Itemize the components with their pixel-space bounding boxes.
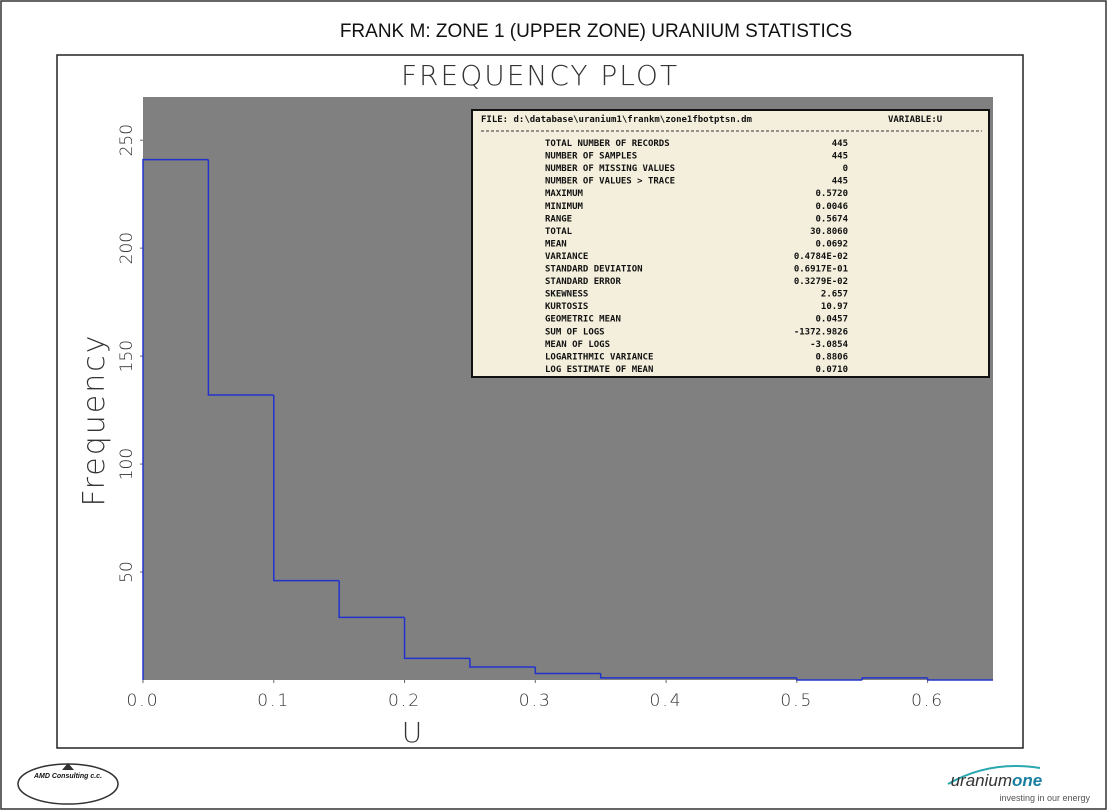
logo-tagline: investing in our energy	[999, 793, 1090, 803]
bar	[338, 580, 405, 619]
stats-value: 2.657	[821, 290, 848, 300]
bar	[273, 394, 340, 582]
stats-label: MEAN OF LOGS	[545, 340, 610, 350]
stats-label: NUMBER OF VALUES > TRACE	[545, 177, 675, 187]
bar	[403, 617, 470, 660]
y-tick-label: 100	[117, 448, 137, 480]
logo-word: uranium	[951, 771, 1012, 790]
y-tick-label: 150	[117, 340, 137, 372]
stats-value: 445	[832, 139, 848, 149]
stats-value: 0.3279E-02	[794, 277, 848, 287]
y-axis-label: Frequency	[77, 334, 112, 507]
stats-value: 30.8060	[810, 227, 848, 237]
stats-label: NUMBER OF MISSING VALUES	[545, 164, 675, 174]
bar	[599, 673, 667, 679]
stats-label: STANDARD ERROR	[545, 277, 621, 287]
stats-value: 0.4784E-02	[794, 252, 848, 262]
stats-label: TOTAL NUMBER OF RECORDS	[545, 139, 670, 149]
stats-value: 0.5674	[815, 214, 848, 224]
bar	[534, 667, 601, 675]
y-tick-label: 50	[117, 561, 137, 583]
x-tick-label: 0.0	[126, 691, 159, 711]
stats-label: MEAN	[545, 239, 567, 249]
logo-word-b: one	[1012, 771, 1042, 790]
stats-label: SUM OF LOGS	[545, 327, 605, 337]
stats-value: 445	[832, 152, 848, 162]
stats-label: LOG ESTIMATE OF MEAN	[545, 365, 653, 375]
x-tick-label: 0.3	[519, 691, 552, 711]
logo-text: AMD Consulting c.c.	[33, 773, 102, 780]
logo-word-a: uranium	[951, 771, 1012, 790]
bar	[142, 158, 209, 680]
x-axis-label: U	[402, 716, 423, 749]
stats-label: VARIANCE	[545, 252, 588, 262]
stats-value: 0.8806	[815, 352, 848, 362]
bar	[469, 658, 536, 668]
bar	[207, 159, 274, 396]
bar	[861, 677, 928, 680]
y-tick-label: 250	[117, 124, 137, 156]
bar	[796, 677, 863, 681]
stats-variable: VARIABLE:U	[888, 115, 942, 125]
stats-label: MAXIMUM	[545, 189, 584, 199]
chart-title: FREQUENCY PLOT	[401, 59, 679, 92]
x-tick-label: 0.1	[257, 691, 290, 711]
stats-value: 0.0046	[815, 202, 848, 212]
stats-label: GEOMETRIC MEAN	[545, 315, 621, 325]
left-logo: AMD Consulting c.c.	[17, 763, 119, 805]
stats-label: TOTAL	[545, 227, 573, 237]
stats-value: 0.5720	[815, 189, 848, 199]
stats-label: MINIMUM	[545, 202, 584, 212]
right-logo: uranium one investing in our energy	[947, 765, 1090, 803]
x-tick-label: 0.4	[650, 691, 683, 711]
y-tick-label: 200	[117, 232, 137, 264]
stats-label: STANDARD DEVIATION	[545, 265, 643, 275]
stats-value: 0.0457	[815, 315, 848, 325]
stats-value: 0.0710	[815, 365, 848, 375]
stats-label: NUMBER OF SAMPLES	[545, 152, 637, 162]
stats-label: SKEWNESS	[545, 290, 588, 300]
stats-label: KURTOSIS	[545, 302, 588, 312]
logo-icon	[62, 763, 74, 770]
stats-value: -1372.9826	[794, 327, 848, 337]
stats-value: -3.0854	[810, 340, 849, 350]
stats-value: 0.0692	[815, 239, 848, 249]
stats-value: 0.6917E-01	[794, 265, 848, 275]
logo-swoosh	[947, 765, 1041, 785]
stats-background	[471, 109, 990, 378]
x-tick-label: 0.2	[388, 691, 421, 711]
slide-title: FRANK M: ZONE 1 (UPPER ZONE) URANIUM STA…	[340, 21, 852, 42]
stats-value: 10.97	[821, 302, 848, 312]
stats-file: FILE: d:\database\uranium1\frankm\zone1f…	[481, 114, 753, 125]
x-tick-label: 0.5	[780, 691, 813, 711]
stats-label: LOGARITHMIC VARIANCE	[545, 352, 653, 362]
stats-label: RANGE	[545, 214, 572, 224]
stats-value: 445	[832, 177, 848, 187]
stats-value: 0	[843, 164, 848, 174]
x-tick-label: 0.6	[911, 691, 944, 711]
stats-box: FILE: d:\database\uranium1\frankm\zone1f…	[471, 109, 990, 378]
bar	[926, 677, 993, 681]
